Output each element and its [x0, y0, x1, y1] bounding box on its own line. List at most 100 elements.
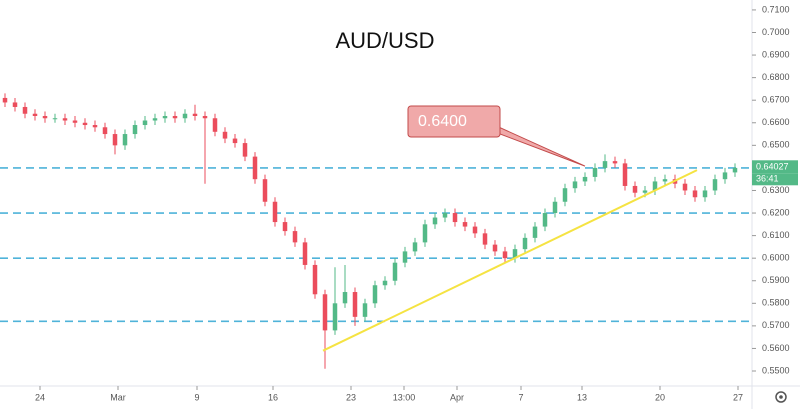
candle-body: [372, 285, 378, 304]
candle-body: [242, 143, 248, 157]
y-tick-label: 0.5700: [762, 320, 790, 330]
candle-body: [542, 213, 548, 227]
candle-body: [622, 163, 628, 186]
gear[interactable]: [775, 391, 787, 403]
candle-body: [302, 242, 308, 265]
candle-body: [502, 251, 508, 259]
y-tick-label: 0.6900: [762, 49, 790, 59]
candle-body: [462, 222, 468, 227]
candle-body: [352, 292, 358, 317]
candle-body: [132, 125, 138, 135]
y-tick-label: 0.6200: [762, 207, 790, 217]
candle-body: [712, 179, 718, 191]
candle-body: [92, 125, 98, 128]
candle-body: [282, 222, 288, 232]
candle-body: [592, 167, 598, 177]
candle-body: [662, 179, 668, 182]
candle-body: [562, 188, 568, 202]
candle-body: [52, 118, 58, 120]
y-tick-label: 0.5600: [762, 343, 790, 353]
candle-body: [432, 217, 438, 225]
x-tick-label: 24: [35, 392, 45, 402]
candle-body: [482, 233, 488, 245]
candle-body: [122, 134, 128, 146]
candle-body: [202, 115, 208, 119]
candle-body: [312, 264, 318, 295]
y-tick-label: 0.6700: [762, 95, 790, 105]
candle-body: [192, 113, 198, 116]
candle-body: [522, 237, 528, 250]
candle-body: [642, 190, 648, 193]
x-tick-label: 27: [733, 392, 743, 402]
callout-box: [407, 105, 501, 138]
y-tick-label: 0.6300: [762, 185, 790, 195]
candle-body: [362, 303, 368, 317]
candle-body: [442, 213, 448, 218]
candle-body: [112, 134, 118, 146]
candle-body: [492, 244, 498, 252]
candle-body: [552, 201, 558, 214]
y-tick-label: 0.5800: [762, 298, 790, 308]
candle-body: [692, 190, 698, 198]
candle-body: [402, 251, 408, 263]
candle-body: [62, 118, 68, 121]
countdown-label: 36:41: [756, 174, 779, 184]
candle-body: [272, 201, 278, 223]
candle-body: [32, 113, 38, 116]
candle-body: [72, 120, 78, 123]
candle-body: [582, 176, 588, 182]
candle-body: [572, 181, 578, 189]
y-tick-label: 0.5900: [762, 275, 790, 285]
candle-body: [722, 172, 728, 180]
candle-body: [512, 249, 518, 259]
y-tick-label: 0.7000: [762, 27, 790, 37]
gear-center[interactable]: [779, 395, 783, 399]
countdown-box: [752, 173, 798, 186]
candle-body: [702, 190, 708, 198]
last-price-box: [752, 160, 798, 174]
candle-body: [392, 262, 398, 281]
x-tick-label: Mar: [110, 392, 126, 402]
y-tick-label: 0.7100: [762, 4, 790, 14]
candle-body: [732, 167, 738, 173]
last-price-label: 0.64027: [756, 162, 789, 172]
chart-title: AUD/USD: [335, 28, 434, 53]
candle-body: [212, 118, 218, 132]
x-tick-label: 16: [268, 392, 278, 402]
y-tick-label: 0.5500: [762, 365, 790, 375]
candle-body: [332, 303, 338, 331]
candle-body: [422, 224, 428, 243]
candle-body: [382, 280, 388, 286]
candle-body: [2, 97, 8, 103]
candle-body: [142, 120, 148, 126]
candle-body: [42, 115, 48, 119]
y-tick-label: 0.6500: [762, 140, 790, 150]
candle-body: [82, 122, 88, 126]
candle-body: [632, 185, 638, 193]
settings-icon[interactable]: [775, 391, 787, 403]
candle-body: [292, 231, 298, 243]
candle-body: [12, 102, 18, 107]
candle-body: [342, 292, 348, 304]
x-tick-label: 13: [577, 392, 587, 402]
y-tick-label: 0.6600: [762, 117, 790, 127]
candle-body: [652, 181, 658, 191]
callout-text: 0.6400: [418, 113, 467, 130]
y-tick-label: 0.6100: [762, 230, 790, 240]
candle-body: [452, 213, 458, 223]
x-tick-label: 23: [346, 392, 356, 402]
candle-body: [322, 294, 328, 331]
x-tick-label: 20: [655, 392, 665, 402]
candle-body: [222, 131, 228, 139]
trendline: [322, 169, 698, 352]
candle-body: [472, 226, 478, 234]
candle-body: [262, 179, 268, 202]
x-tick-label: 7: [518, 392, 523, 402]
candle-body: [152, 118, 158, 121]
y-tick-label: 0.6800: [762, 72, 790, 82]
candle-body: [612, 161, 618, 164]
candle-body: [412, 242, 418, 252]
candle-body: [172, 115, 178, 119]
